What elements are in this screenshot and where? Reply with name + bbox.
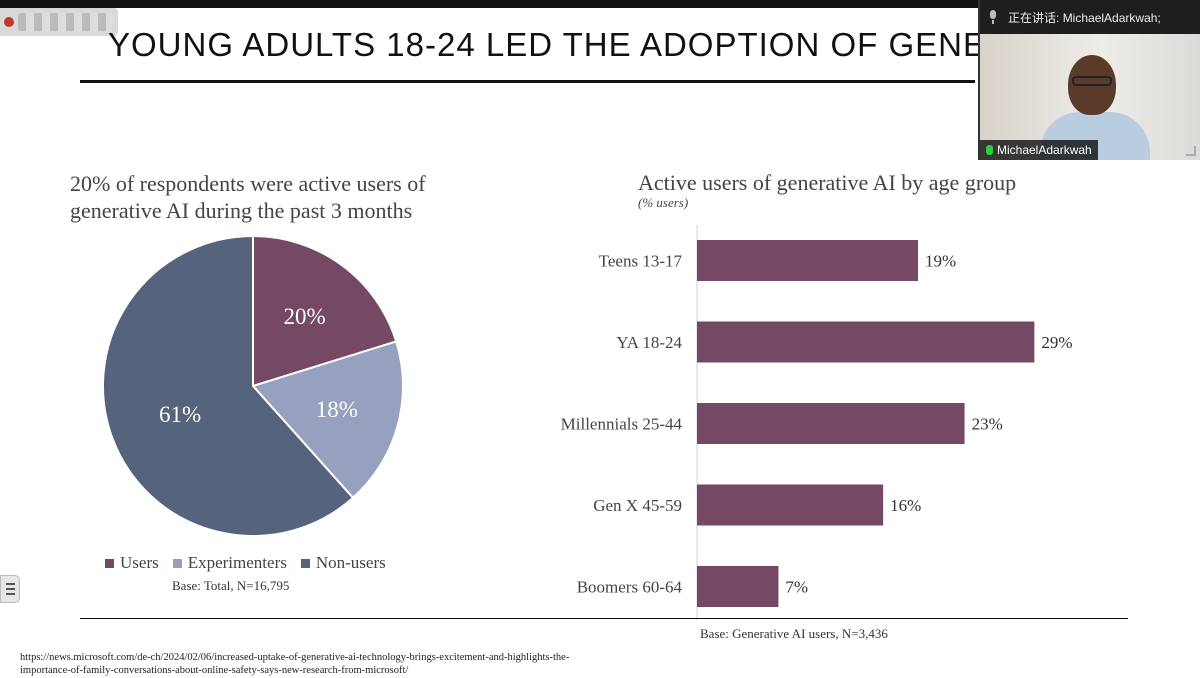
top-bar <box>0 0 1200 8</box>
participant-name: MichaelAdarkwah <box>997 143 1092 157</box>
bar-chart: Teens 13-17 19% YA 18-24 29% Millennials 25-… <box>561 225 1073 620</box>
legend-item-non-users: Non-users <box>300 553 386 573</box>
bar-category-label: Gen X 45-59 <box>593 496 682 515</box>
participant-glasses <box>1072 76 1112 86</box>
bar-value-label: 23% <box>972 415 1003 434</box>
bar <box>697 403 965 444</box>
legend-item-experimenters: Experimenters <box>172 553 287 573</box>
participant-name-tag: MichaelAdarkwah <box>980 140 1098 160</box>
speaking-label: 正在讲话: <box>1008 10 1060 25</box>
bar-category-label: Boomers 60-64 <box>577 578 683 597</box>
bar-value-label: 29% <box>1041 333 1072 352</box>
pie-slice-users <box>252 234 398 388</box>
bottom-divider <box>80 618 1128 619</box>
menu-line-icon <box>5 588 15 590</box>
pie-base-note: Base: Total, N=16,795 <box>172 578 290 593</box>
bar <box>697 484 884 526</box>
participant-video[interactable]: 正在讲话: MichaelAdarkwah; MichaelAdarkwah <box>978 0 1200 160</box>
bar-value-label: 16% <box>890 496 921 515</box>
pie-slice-label: 20% <box>283 304 325 329</box>
pie-slice-non-users <box>102 234 355 537</box>
bar-category-label: Teens 13-17 <box>599 252 683 271</box>
pie-legend: Users Experimenters Non-users <box>105 553 386 573</box>
slide-title: YOUNG ADULTS 18-24 LED THE ADOPTION OF G… <box>108 26 978 63</box>
bar <box>697 240 919 281</box>
pie-slice-label: 61% <box>159 402 201 427</box>
record-icon <box>4 17 14 27</box>
bar-base-note: Base: Generative AI users, N=3,436 <box>700 626 888 641</box>
menu-line-icon <box>5 583 15 585</box>
bar-value-label: 7% <box>785 578 808 597</box>
recording-indicator[interactable] <box>0 8 118 36</box>
mic-icon <box>988 10 998 24</box>
speaker-name: MichaelAdarkwah; <box>1062 10 1161 25</box>
video-header: 正在讲话: MichaelAdarkwah; <box>980 0 1200 34</box>
legend-swatch-users <box>105 558 114 568</box>
pie-slice-label: 18% <box>316 397 358 422</box>
pie-chart: 20% 18% 61% <box>102 234 404 537</box>
bar <box>697 321 1035 363</box>
bar <box>697 566 779 607</box>
pie-slice-experimenters <box>251 340 404 500</box>
bar-category-label: YA 18-24 <box>616 333 682 352</box>
legend-label-users: Users <box>120 553 159 572</box>
resize-icon[interactable] <box>1186 146 1196 156</box>
source-url: https://news.microsoft.com/de-ch/2024/02… <box>20 652 570 676</box>
active-mic-icon <box>986 145 993 155</box>
side-menu-handle[interactable] <box>0 575 20 603</box>
pie-heading: 20% of respondents were active users of … <box>70 171 426 223</box>
blurred-label <box>18 13 113 31</box>
menu-line-icon <box>5 593 15 595</box>
legend-label-experimenters: Experimenters <box>187 553 287 572</box>
bar-category-label: Millennials 25-44 <box>561 415 683 434</box>
legend-item-users: Users <box>105 553 159 573</box>
legend-label-non-users: Non-users <box>315 553 386 572</box>
bar-subheading: (% users) <box>638 195 689 210</box>
legend-swatch-non-users <box>300 558 310 568</box>
speaking-indicator: 正在讲话: MichaelAdarkwah; <box>1008 9 1161 26</box>
bar-heading: Active users of generative AI by age gro… <box>638 170 1017 195</box>
title-divider <box>80 80 975 83</box>
bar-value-label: 19% <box>925 252 956 271</box>
legend-swatch-experimenters <box>172 558 182 568</box>
